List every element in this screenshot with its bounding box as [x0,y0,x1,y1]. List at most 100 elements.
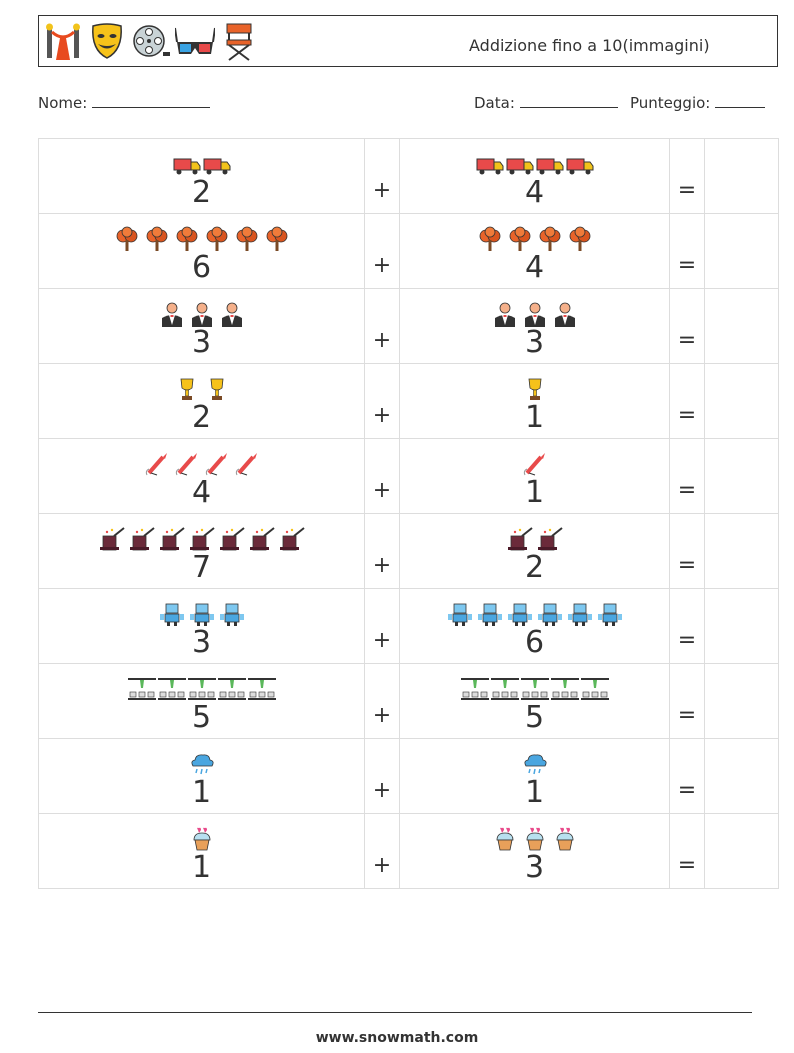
addend-b-cell: 1 [399,738,670,814]
addend-a-cell: 5 [38,663,365,739]
magic-hat-icon [188,526,216,552]
picture-group [39,372,364,402]
firework-rocket-icon [173,451,201,477]
truck-icon [536,151,564,177]
addend-b-number: 4 [524,175,545,210]
robot-icon [446,601,474,627]
answer-cell[interactable] [704,438,779,514]
plus-sign-cell: + [364,138,400,214]
tree-icon [506,226,534,252]
answer-cell[interactable] [704,138,779,214]
addend-b-number: 1 [524,475,545,510]
plus-sign: + [372,778,392,803]
picture-group [400,822,669,852]
equals-sign: = [677,403,697,428]
addend-a-number: 1 [191,850,212,885]
plus-sign: + [372,553,392,578]
cinema-seats-icon [247,676,276,702]
equals-sign-cell: = [669,438,705,514]
addend-a-number: 7 [191,550,212,585]
answer-cell[interactable] [704,213,779,289]
addend-b-number: 3 [524,850,545,885]
plus-sign-cell: + [364,738,400,814]
trophy-icon [521,376,549,402]
robot-icon [536,601,564,627]
truck-icon [203,151,231,177]
name-blank[interactable] [92,93,211,108]
addend-a-cell: 2 [38,138,365,214]
score-field: Punteggio: [630,93,766,112]
waiter-icon [188,301,216,327]
picture-group [400,597,669,627]
addend-a-cell: 7 [38,513,365,589]
cinema-seats-icon [157,676,186,702]
score-blank[interactable] [715,93,766,108]
problem-row: 2 +1 = [38,363,779,439]
tree-icon [263,226,291,252]
answer-cell[interactable] [704,663,779,739]
picture-group [39,747,364,777]
addend-b-cell: 5 [399,663,670,739]
answer-cell[interactable] [704,813,779,889]
cupcake-icon [188,826,216,852]
plus-sign-cell: + [364,288,400,364]
firework-rocket-icon [203,451,231,477]
addend-b-cell: 3 [399,288,670,364]
addend-b-cell: 2 [399,513,670,589]
addend-b-cell: 3 [399,813,670,889]
addend-a-number: 6 [191,250,212,285]
answer-cell[interactable] [704,513,779,589]
addend-b-number: 1 [524,400,545,435]
robot-icon [218,601,246,627]
picture-group [400,147,669,177]
date-field: Data: [474,93,618,112]
date-blank[interactable] [519,93,618,108]
problem-row: 5 +5 = [38,663,779,739]
tree-icon [113,226,141,252]
tree-icon [143,226,171,252]
equals-sign-cell: = [669,813,705,889]
answer-cell[interactable] [704,738,779,814]
problem-row: 7 +2 = [38,513,779,589]
addend-a-number: 3 [191,625,212,660]
problems-table: 2 +4 = 6 +4 = 3 +3 = 2 +1 = 4 +1 = 7 +2 = 3 +6 = 5 +5 = 1 +1 = 1 +3 = [38,138,779,889]
answer-cell[interactable] [704,363,779,439]
equals-sign-cell: = [669,363,705,439]
answer-cell[interactable] [704,288,779,364]
addend-a-number: 2 [191,175,212,210]
header-box: Addizione fino a 10(immagini) [38,15,778,67]
cinema-seats-icon [127,676,156,702]
plus-sign-cell: + [364,813,400,889]
equals-sign-cell: = [669,288,705,364]
firework-rocket-icon [521,451,549,477]
magic-hat-icon [98,526,126,552]
addend-a-number: 2 [191,400,212,435]
director-chair-icon [226,23,252,61]
equals-sign: = [677,703,697,728]
answer-cell[interactable] [704,588,779,664]
addend-a-cell: 3 [38,588,365,664]
tree-icon [233,226,261,252]
name-label: Nome: [38,94,88,112]
equals-sign-cell: = [669,513,705,589]
plus-sign: + [372,703,392,728]
robot-icon [158,601,186,627]
magic-hat-icon [536,526,564,552]
robot-icon [566,601,594,627]
plus-sign: + [372,328,392,353]
plus-sign-cell: + [364,438,400,514]
picture-group [39,597,364,627]
cinema-seats-icon [187,676,216,702]
footer-url: www.snowmath.com [315,1030,479,1046]
equals-sign-cell: = [669,138,705,214]
addend-a-cell: 6 [38,213,365,289]
cinema-seats-icon [460,676,489,702]
cinema-seats-icon [490,676,519,702]
equals-sign: = [677,178,697,203]
cupcake-icon [521,826,549,852]
plus-sign: + [372,628,392,653]
addend-a-number: 3 [191,325,212,360]
cupcake-icon [551,826,579,852]
truck-icon [566,151,594,177]
magic-hat-icon [218,526,246,552]
